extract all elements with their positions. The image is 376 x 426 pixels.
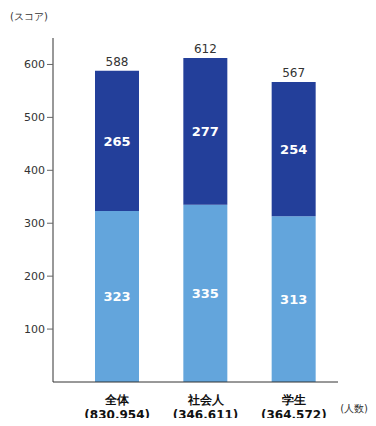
svg-text:323: 323: [103, 289, 130, 304]
svg-text:全体(830,954): 全体(830,954): [84, 393, 150, 418]
svg-text:600: 600: [24, 58, 45, 71]
html-text:(スコア): (スコア): [10, 11, 48, 22]
svg-text:335: 335: [192, 286, 219, 301]
svg-text:588: 588: [106, 55, 129, 69]
svg-text:500: 500: [24, 111, 45, 124]
svg-text:200: 200: [24, 270, 45, 283]
svg-text:100: 100: [24, 323, 45, 336]
svg-text:612: 612: [194, 42, 217, 56]
svg-text:学生(364,572): 学生(364,572): [261, 393, 327, 418]
svg-text:277: 277: [192, 124, 219, 139]
svg-text:265: 265: [103, 134, 130, 149]
svg-text:313: 313: [280, 292, 307, 307]
svg-text:300: 300: [24, 217, 45, 230]
svg-text:254: 254: [280, 142, 307, 157]
html-text:(人数): (人数): [340, 403, 368, 414]
svg-text:社会人(346,611): 社会人(346,611): [173, 393, 239, 418]
svg-text:567: 567: [282, 66, 305, 80]
svg-text:400: 400: [24, 164, 45, 177]
